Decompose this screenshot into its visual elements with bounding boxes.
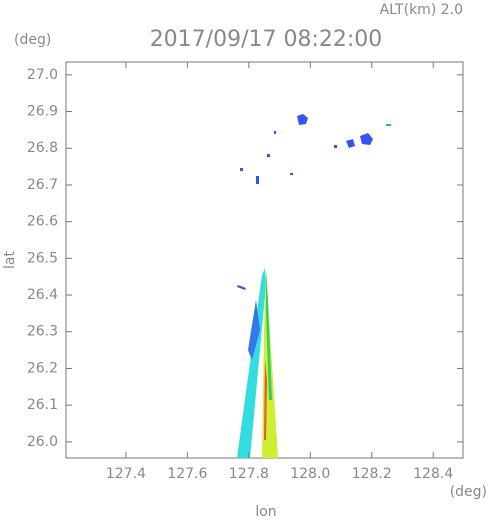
y-tick-label: 26.9 (27, 104, 58, 120)
y-tick-label: 26.8 (27, 140, 58, 156)
radar-echoes (237, 114, 391, 458)
x-tick-label: 127.8 (229, 466, 269, 482)
y-tick-label: 26.0 (27, 434, 58, 450)
echo (274, 131, 276, 134)
y-tick-label: 26.6 (27, 214, 58, 230)
echo (346, 139, 355, 148)
echo (334, 145, 337, 148)
echo (386, 124, 391, 126)
x-tick-label: 128.0 (290, 466, 330, 482)
echo (256, 176, 259, 184)
y-tick-label: 26.5 (27, 250, 58, 266)
y-axis-label: lat (2, 251, 18, 269)
echo (297, 114, 308, 125)
echo (290, 173, 293, 175)
echo (237, 268, 266, 458)
y-tick-label: 27.0 (27, 67, 58, 83)
echo (264, 360, 267, 440)
echo (240, 168, 243, 171)
x-tick-label: 127.4 (106, 466, 146, 482)
y-tick-label: 26.4 (27, 287, 58, 303)
y-tick-label: 26.7 (27, 177, 58, 193)
x-axis-label: lon (255, 504, 276, 520)
y-unit: (deg) (14, 32, 51, 48)
x-tick-label: 127.6 (167, 466, 207, 482)
y-tick-label: 26.3 (27, 324, 58, 340)
echo (360, 133, 373, 145)
x-unit: (deg) (450, 484, 487, 500)
x-tick-label: 128.4 (413, 466, 453, 482)
y-tick-label: 26.1 (27, 397, 58, 413)
chart-title: 2017/09/17 08:22:00 (150, 27, 383, 52)
echo (237, 285, 246, 290)
y-tick-label: 26.2 (27, 360, 58, 376)
altitude-label: ALT(km) 2.0 (380, 2, 463, 18)
echo (267, 154, 270, 157)
echo (266, 270, 272, 400)
x-tick-label: 128.2 (352, 466, 392, 482)
echo (248, 300, 260, 360)
